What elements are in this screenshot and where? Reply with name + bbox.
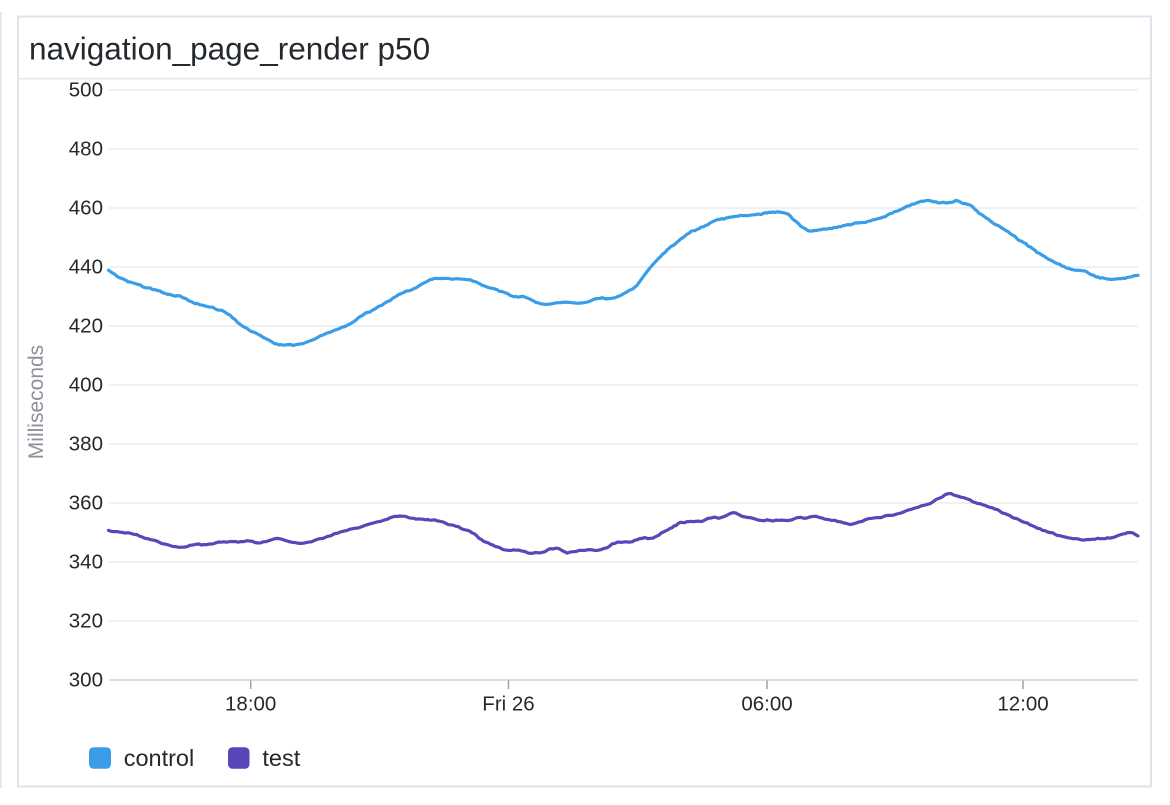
svg-text:360: 360 (69, 492, 103, 515)
svg-text:control: control (124, 745, 195, 771)
svg-text:18:00: 18:00 (225, 693, 276, 716)
svg-text:340: 340 (69, 551, 103, 574)
svg-text:12:00: 12:00 (997, 693, 1048, 716)
svg-text:test: test (262, 745, 300, 771)
svg-text:380: 380 (69, 433, 103, 456)
svg-text:460: 460 (69, 197, 103, 220)
svg-text:500: 500 (69, 79, 103, 102)
svg-text:Milliseconds: Milliseconds (25, 345, 48, 459)
svg-text:06:00: 06:00 (741, 693, 792, 716)
svg-text:480: 480 (69, 138, 103, 161)
svg-text:navigation_page_render p50: navigation_page_render p50 (29, 31, 430, 67)
svg-text:420: 420 (69, 315, 103, 338)
svg-text:400: 400 (69, 374, 103, 397)
svg-text:320: 320 (69, 610, 103, 633)
svg-text:440: 440 (69, 256, 103, 279)
svg-text:Fri 26: Fri 26 (482, 693, 534, 716)
svg-text:300: 300 (69, 669, 103, 692)
